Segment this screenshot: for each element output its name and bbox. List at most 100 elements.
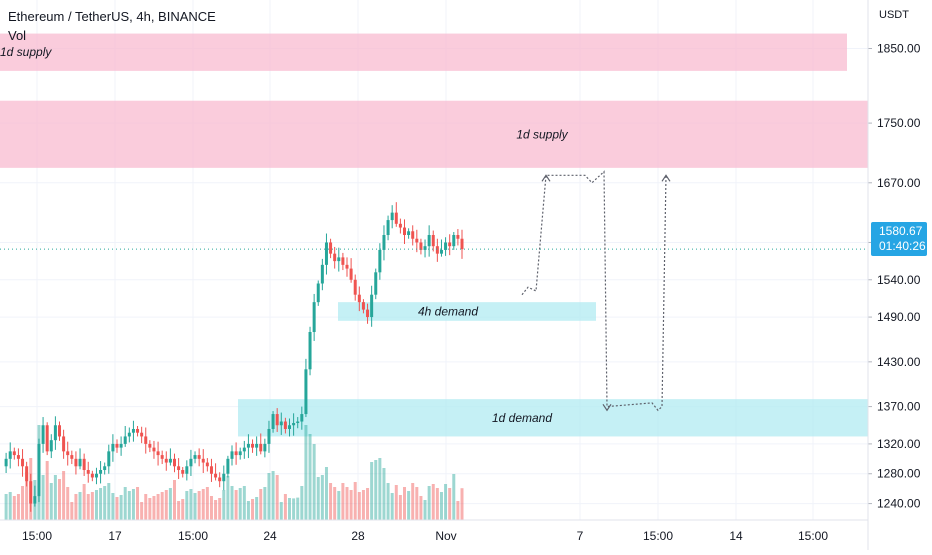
candle-body <box>144 436 148 444</box>
candle-body <box>370 294 374 318</box>
zone-label: 1d demand <box>492 411 552 425</box>
projection-path <box>521 170 667 412</box>
candle-body <box>300 414 304 422</box>
volume-bar <box>431 484 435 520</box>
volume-bar <box>8 492 12 520</box>
candle-body <box>324 242 328 265</box>
volume-bar <box>230 486 234 520</box>
candle-body <box>123 436 127 444</box>
y-tick-label: 1750.00 <box>877 116 921 130</box>
volume-bar <box>111 493 115 520</box>
bar-countdown: 01:40:26 <box>879 239 926 253</box>
volume-bar <box>62 471 66 520</box>
candle-body <box>70 455 74 459</box>
candle-body <box>181 470 185 474</box>
candle-body <box>226 458 230 474</box>
candle-body <box>21 458 25 467</box>
volume-bar <box>127 491 131 520</box>
volume-bar <box>296 497 300 520</box>
volume-bar <box>4 494 8 520</box>
volume-bar <box>456 501 460 520</box>
candle-body <box>78 458 82 467</box>
candle-body <box>419 242 423 250</box>
candle-body <box>205 462 209 467</box>
axes: 15:00 17 15:00 24 28 Nov 7 15:00 14 15:00 1850.00 1… <box>0 0 921 550</box>
candle-body <box>4 458 8 467</box>
candle-body <box>271 414 275 429</box>
symbol-title[interactable]: Ethereum / TetherUS, 4h, BINANCE <box>8 9 216 24</box>
volume-bar <box>238 488 242 520</box>
volume-bar <box>452 474 456 520</box>
projection-lines <box>521 170 671 412</box>
volume-bar <box>214 500 218 520</box>
candle-body <box>33 496 37 504</box>
volume-bar <box>99 488 103 520</box>
y-tick-label: 1430.00 <box>877 355 921 369</box>
candle-body <box>386 220 390 236</box>
zone-label: 1d supply <box>0 45 52 59</box>
candle-body <box>53 425 57 441</box>
volume-bar <box>308 434 312 520</box>
volume-bar <box>292 498 296 520</box>
volume-bar <box>164 490 168 520</box>
candle-body <box>378 249 382 273</box>
volume-bar <box>70 502 74 520</box>
candle-body <box>238 451 242 456</box>
candle-body <box>242 447 246 452</box>
candle-body <box>407 231 411 236</box>
candle-body <box>156 451 160 456</box>
volume-bar <box>427 486 431 520</box>
zones: 1d supply 1d supply 4h demand 1d demand <box>0 33 868 437</box>
volume-bar <box>144 494 148 520</box>
candle-body <box>259 443 263 452</box>
candle-body <box>366 309 370 318</box>
candle-body <box>263 443 267 452</box>
volume-bar <box>242 486 246 520</box>
current-price-badge: 1580.67 01:40:26 <box>871 222 927 256</box>
candle-body <box>329 242 333 254</box>
volume-bar <box>86 494 90 520</box>
volume-bar <box>21 486 25 520</box>
candle-body <box>197 455 201 459</box>
candle-body <box>49 440 53 452</box>
volume-bar <box>173 480 176 520</box>
volume-bar <box>435 488 439 520</box>
candle-body <box>230 451 234 459</box>
y-tick-label: 1490.00 <box>877 310 921 324</box>
supply-zone <box>0 33 847 71</box>
candle-body <box>168 458 172 463</box>
volume-bar <box>288 498 291 520</box>
candle-body <box>86 470 90 474</box>
volume-bar <box>337 491 341 520</box>
volume-bar <box>353 482 357 520</box>
volume-bar <box>329 483 333 520</box>
volume-bar <box>312 444 316 520</box>
candle-body <box>279 421 283 426</box>
candle-body <box>435 246 439 254</box>
volume-bar <box>251 499 255 520</box>
candle-body <box>90 473 94 478</box>
volume-bar <box>386 483 390 520</box>
candle-body <box>127 432 131 437</box>
candle-body <box>398 223 402 228</box>
candle-body <box>448 242 452 247</box>
volume-bar <box>16 494 20 520</box>
volume-bar <box>218 498 222 520</box>
candle-body <box>275 414 279 426</box>
volume-bar <box>123 487 127 520</box>
candle-body <box>222 473 226 482</box>
candle-body <box>423 246 427 250</box>
candle-body <box>45 425 49 452</box>
volume-bar <box>259 489 263 520</box>
x-tick-label: 7 <box>577 529 584 543</box>
volume-bar <box>193 493 197 520</box>
candle-body <box>255 443 259 448</box>
volume-bar <box>357 492 361 520</box>
demand-zone <box>338 302 596 321</box>
volume-bar <box>74 494 78 520</box>
x-tick-label: 15:00 <box>22 529 52 543</box>
candles <box>0 202 868 512</box>
volume-indicator-label[interactable]: Vol <box>8 28 27 43</box>
